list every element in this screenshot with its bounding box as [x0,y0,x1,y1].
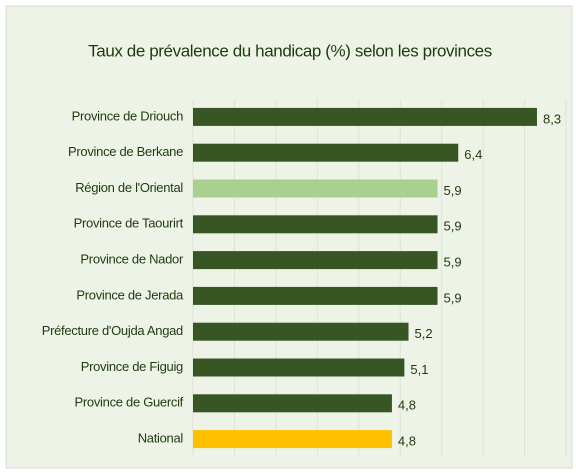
bar [193,322,409,341]
category-label: Province de Nador [80,252,184,267]
category-label: Région de l'Oriental [75,180,183,195]
chart-title: Taux de prévalence du handicap (%) selon… [88,41,492,60]
category-label: Province de Berkane [68,144,183,159]
bar [193,430,392,449]
category-label: Préfecture d'Oujda Angad [42,323,183,338]
value-label: 5,1 [410,362,428,377]
value-label: 6,4 [464,147,482,162]
bar [193,143,459,162]
value-label: 5,9 [444,219,462,234]
bar [193,394,392,413]
value-label: 5,9 [444,290,462,305]
bar [193,358,405,377]
value-label: 5,2 [415,326,433,341]
value-label: 5,9 [444,255,462,270]
category-label: National [138,431,184,446]
bar [193,215,438,234]
bar [193,107,537,126]
chart-background [5,5,573,469]
value-label: 5,9 [444,183,462,198]
category-label: Province de Taourirt [74,216,184,231]
category-label: Province de Figuig [81,359,183,374]
value-label: 4,8 [398,398,416,413]
value-label: 8,3 [543,111,561,126]
category-label: Province de Driouch [72,108,183,123]
category-label: Province de Guercif [75,395,184,410]
bar [193,179,438,198]
bar [193,286,438,305]
value-label: 4,8 [398,434,416,449]
bar [193,251,438,270]
category-label: Province de Jerada [76,287,184,302]
